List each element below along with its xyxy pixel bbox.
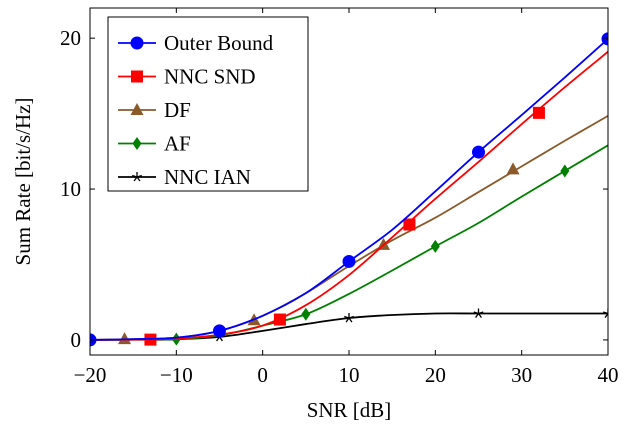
data-point-nnc-snd <box>532 106 545 119</box>
legend-label: DF <box>164 98 191 122</box>
data-point-outer-bound <box>213 324 226 338</box>
x-tick-label: 0 <box>257 363 268 387</box>
data-point-nnc-ian <box>344 313 354 323</box>
x-axis-label: SNR [dB] <box>307 398 392 422</box>
ticks-layer: −20 −10 0 10 20 30 40 0 10 20 <box>60 8 619 387</box>
legend-marker <box>131 70 143 83</box>
legend-entry-nnc-snd: NNC SND <box>118 65 256 89</box>
legend-label: Outer Bound <box>164 31 274 55</box>
data-point-nnc-snd <box>403 218 416 231</box>
legend-label: NNC SND <box>164 65 256 89</box>
data-point-af <box>430 239 440 253</box>
legend-entry-af: AF <box>118 132 191 156</box>
data-point-df <box>118 332 132 345</box>
y-tick-label: 20 <box>60 26 81 50</box>
legend-marker <box>130 103 144 115</box>
series-layer <box>90 32 608 347</box>
legend-marker <box>132 137 142 150</box>
y-axis-label: Sum Rate [bit/s/Hz] <box>11 98 35 266</box>
series-line-nnc-snd <box>90 51 608 341</box>
x-tick-label: 40 <box>598 363 619 387</box>
legend-entry-df: DF <box>118 98 191 122</box>
data-point-outer-bound <box>601 32 608 46</box>
legend-marker <box>130 36 144 50</box>
y-tick-label: 0 <box>71 328 82 352</box>
legend-entry-outer-bound: Outer Bound <box>118 31 274 55</box>
data-point-af <box>560 164 570 178</box>
x-tick-label: −10 <box>160 363 193 387</box>
legend: Outer Bound NNC SND DF AF NNC IAN <box>107 16 309 192</box>
x-tick-label: 30 <box>511 363 532 387</box>
series-nnc-ian <box>90 308 608 342</box>
series-outer-bound <box>90 32 608 347</box>
data-point-df <box>506 162 520 175</box>
data-point-nnc-snd <box>273 313 286 326</box>
data-point-nnc-ian <box>473 308 484 318</box>
y-tick-label: 10 <box>60 177 81 201</box>
x-tick-label: 10 <box>339 363 360 387</box>
legend-marker <box>132 172 142 182</box>
series-nnc-snd <box>90 51 608 346</box>
legend-label: AF <box>164 132 191 156</box>
data-point-af <box>301 307 311 321</box>
x-tick-label: −20 <box>74 363 107 387</box>
legend-label: NNC IAN <box>164 165 251 189</box>
data-point-outer-bound <box>342 254 356 268</box>
x-tick-label: 20 <box>425 363 446 387</box>
legend-entry-nnc-ian: NNC IAN <box>118 165 251 189</box>
data-point-outer-bound <box>472 145 485 159</box>
